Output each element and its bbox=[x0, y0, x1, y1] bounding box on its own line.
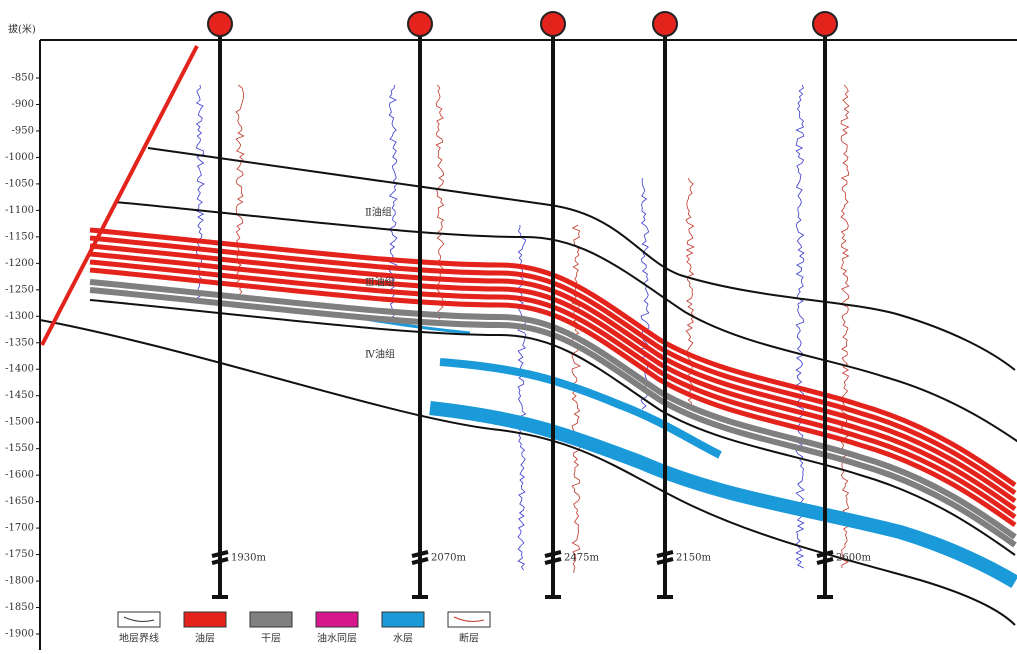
tick-label: -1150 bbox=[5, 231, 34, 242]
tick-label: -900 bbox=[12, 99, 34, 110]
fault bbox=[40, 45, 199, 346]
tick-label: -1500 bbox=[5, 417, 34, 428]
tick-label: -1050 bbox=[5, 178, 34, 189]
well-head bbox=[812, 11, 838, 37]
wells: 1930m 2070m 2475m 2150m 2600m bbox=[207, 11, 871, 599]
tick-label: -1900 bbox=[5, 629, 34, 640]
well-break bbox=[211, 550, 229, 565]
tick-label: -1100 bbox=[5, 205, 34, 216]
depth-axis: -850 -900 -950 -1000 -1050 -1100 -1150 -1200 -12… bbox=[5, 73, 40, 640]
well-break bbox=[656, 550, 674, 565]
tick-label: -1450 bbox=[5, 390, 34, 401]
tick-label: -950 bbox=[12, 125, 34, 136]
boundaries bbox=[39, 147, 1017, 626]
legend-swatch bbox=[183, 611, 227, 628]
well-head bbox=[407, 11, 433, 37]
legend-swatch bbox=[315, 611, 359, 628]
well-head bbox=[207, 11, 233, 37]
tick-label: -1000 bbox=[5, 152, 34, 163]
log-curve bbox=[235, 84, 245, 299]
log-curve bbox=[840, 84, 850, 569]
log-curve bbox=[571, 224, 581, 574]
legend-glyph bbox=[453, 616, 485, 622]
log-curve bbox=[795, 84, 805, 569]
tick-label: -1750 bbox=[5, 549, 34, 560]
well-depth: 2070m bbox=[431, 553, 466, 564]
tick-label: -1400 bbox=[5, 364, 34, 375]
tick-label: -1600 bbox=[5, 470, 34, 481]
legend-glyph bbox=[123, 616, 155, 622]
zone-label: Ⅲ油组 bbox=[365, 276, 395, 289]
legend-swatch bbox=[249, 611, 293, 628]
tick-label: -1250 bbox=[5, 284, 34, 295]
legend-label: 地层界线 bbox=[119, 632, 159, 645]
well-depth: 2475m bbox=[564, 553, 599, 564]
well-head bbox=[652, 11, 678, 37]
legend-label: 油层 bbox=[195, 632, 215, 645]
log-curve bbox=[435, 84, 445, 320]
tick-label: -1550 bbox=[5, 443, 34, 454]
well-break bbox=[816, 550, 834, 565]
legend-swatch bbox=[447, 611, 491, 628]
tick-label: -850 bbox=[12, 73, 34, 84]
axis-label: 拔(米) bbox=[8, 23, 36, 36]
tick-label: -1800 bbox=[5, 576, 34, 587]
legend-swatch bbox=[117, 611, 161, 628]
tick-label: -1650 bbox=[5, 496, 34, 507]
legend-swatch bbox=[381, 611, 425, 628]
well-depth: 2150m bbox=[676, 553, 711, 564]
zone-label: Ⅳ油组 bbox=[365, 348, 395, 361]
legend: 地层界线 油层 干层 油水同层 水层 断层 bbox=[117, 611, 491, 645]
legend-label: 水层 bbox=[393, 633, 413, 645]
tick-label: -1700 bbox=[5, 523, 34, 534]
tick-label: -1200 bbox=[5, 258, 34, 269]
tick-label: -1850 bbox=[5, 602, 34, 613]
tick-label: -1350 bbox=[5, 337, 34, 348]
tick-label: -1300 bbox=[5, 311, 34, 322]
frame bbox=[39, 39, 1017, 650]
legend-label: 油水同层 bbox=[317, 632, 357, 645]
log-curve bbox=[388, 84, 398, 320]
log-curve bbox=[195, 84, 205, 299]
zone-label: Ⅱ油组 bbox=[365, 206, 392, 219]
well-depth: 1930m bbox=[231, 553, 266, 564]
well-head bbox=[540, 11, 566, 37]
legend-label: 断层 bbox=[459, 632, 479, 645]
legend-label: 干层 bbox=[261, 633, 281, 645]
well-depth: 2600m bbox=[836, 553, 871, 564]
well-break bbox=[411, 550, 429, 565]
well-break bbox=[544, 550, 562, 565]
